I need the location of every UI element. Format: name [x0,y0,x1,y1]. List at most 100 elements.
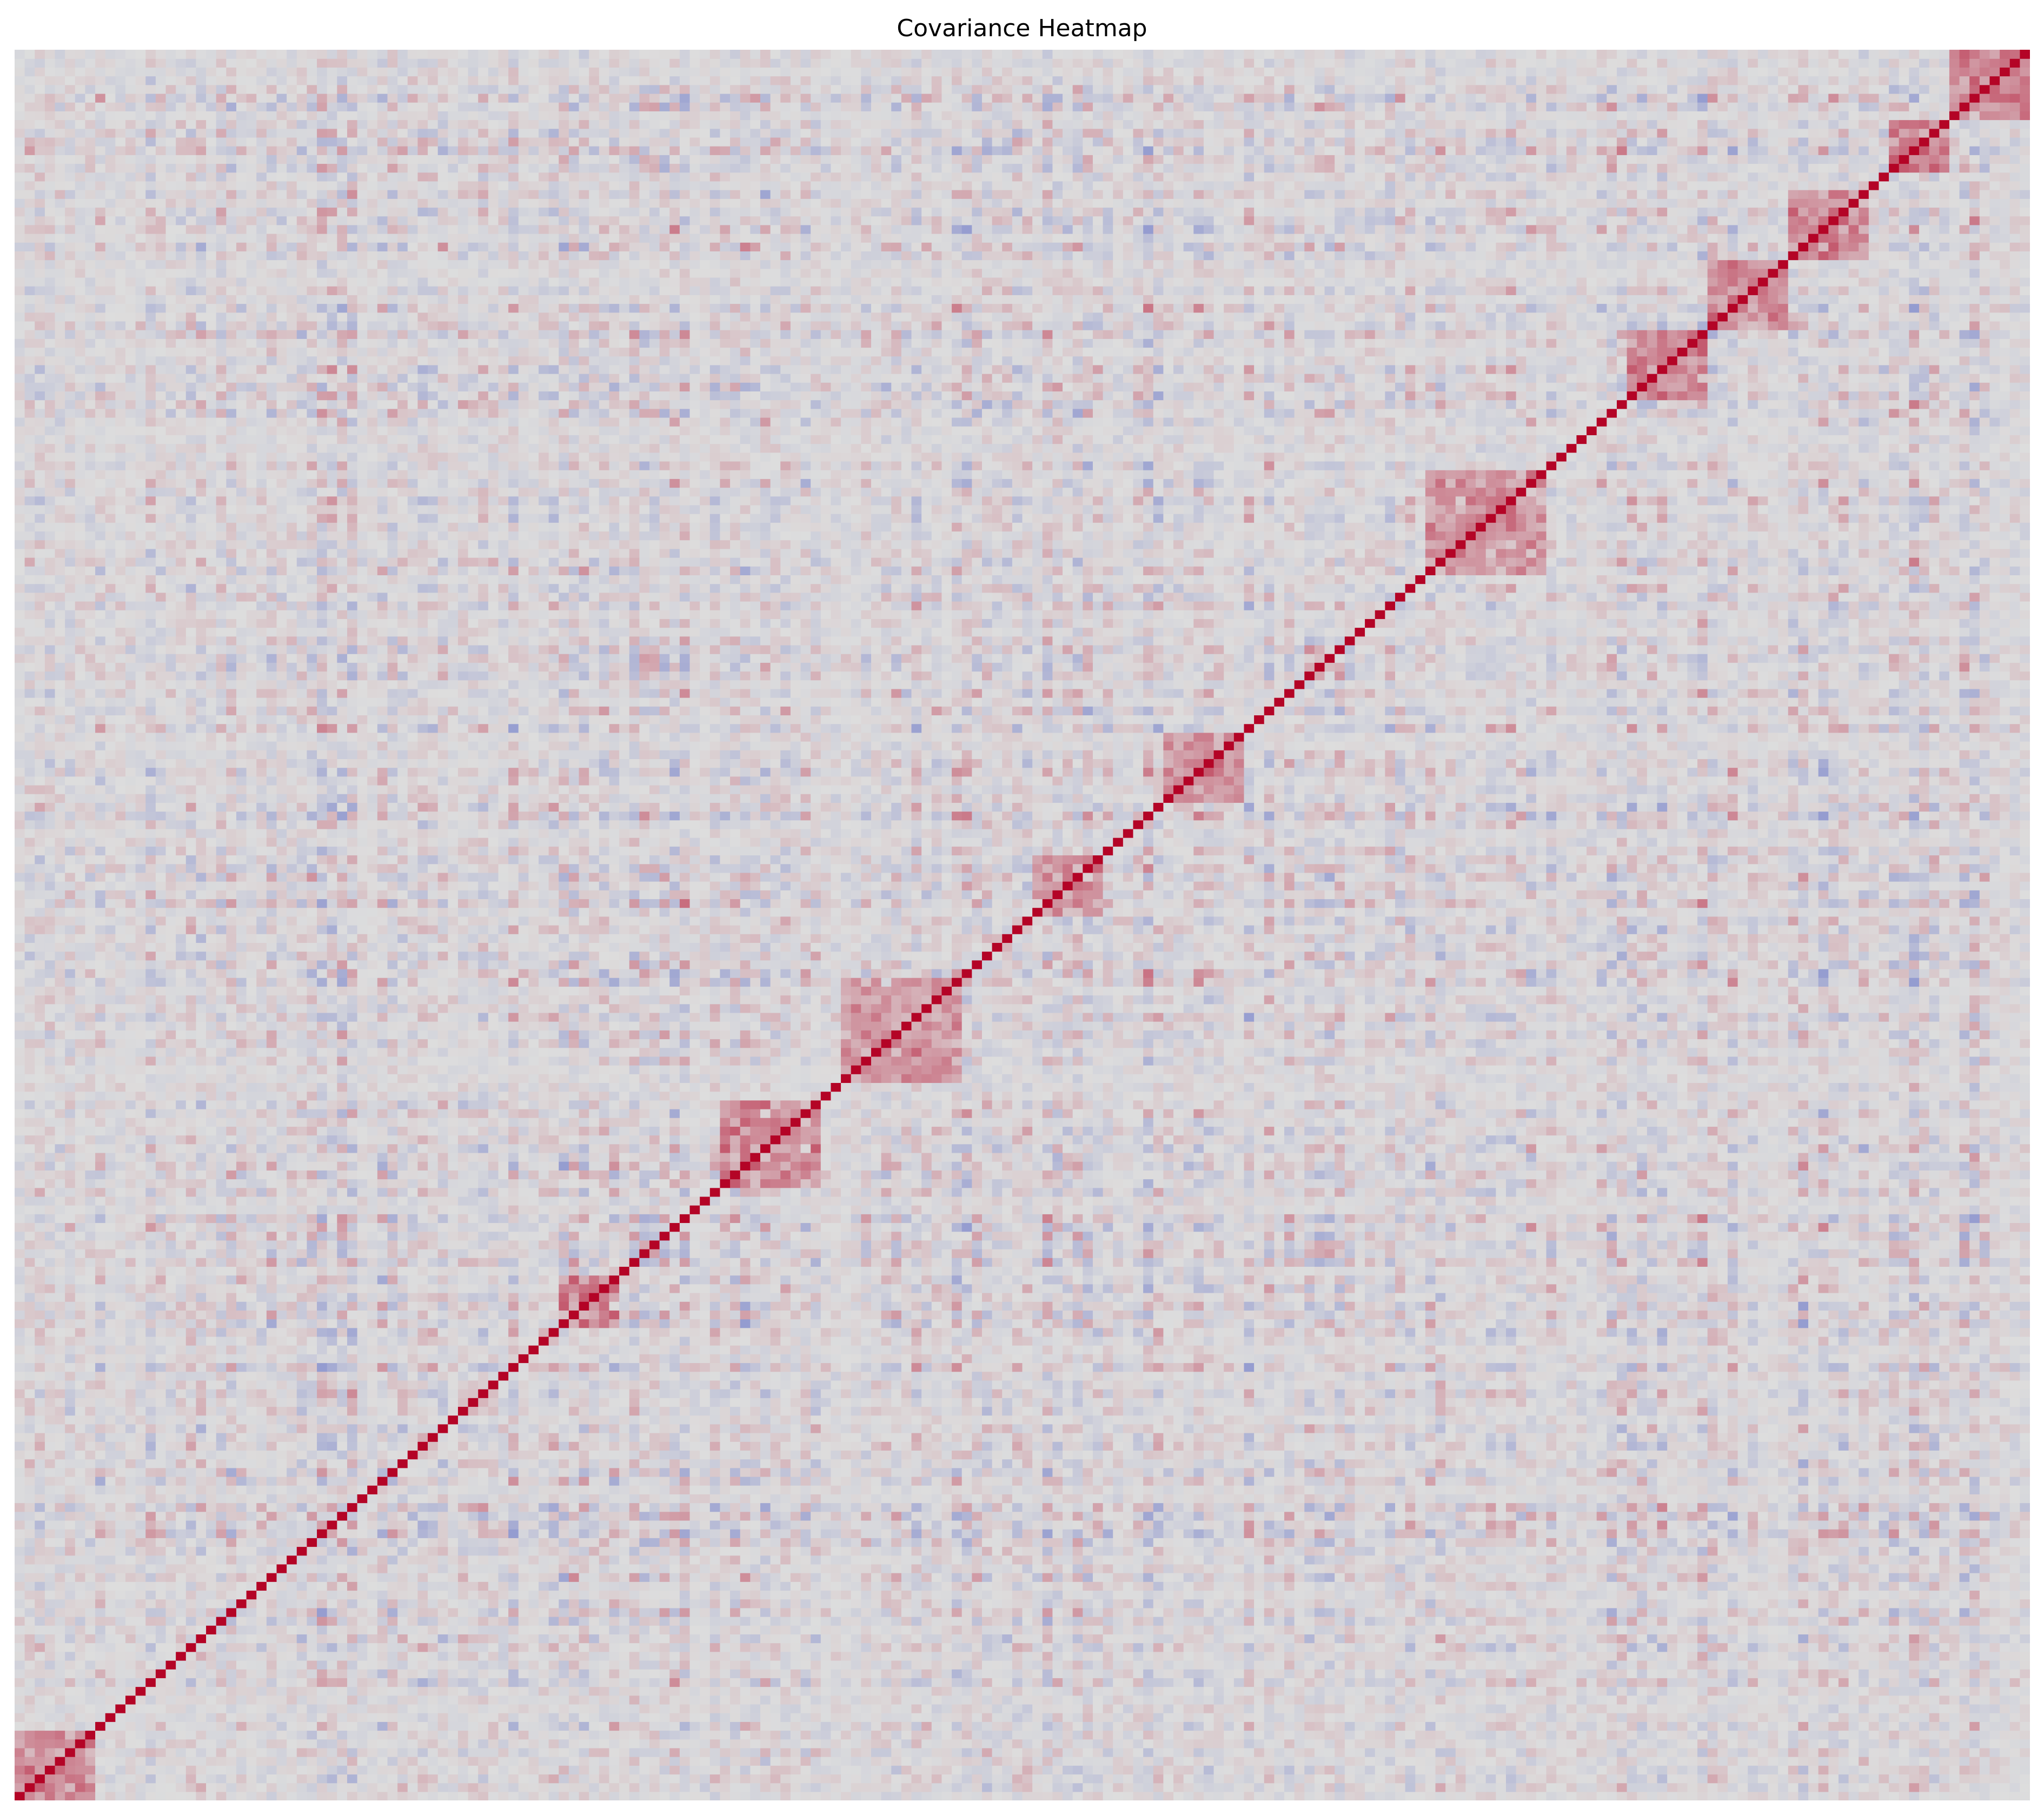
heatmap-cell [1133,1687,1143,1696]
heatmap-cell [1425,1713,1436,1722]
heatmap-cell [760,1625,771,1634]
heatmap-cell [901,1687,912,1696]
heatmap-cell [1043,1713,1053,1722]
heatmap-cell [1295,1748,1305,1757]
heatmap-cell [1365,1783,1375,1792]
heatmap-cell [1486,1652,1496,1661]
heatmap-cell [1395,1704,1405,1713]
heatmap-cell [1234,1660,1244,1670]
heatmap-cell [821,1765,831,1774]
heatmap-cell [186,1660,196,1670]
heatmap-cell [821,1730,831,1739]
heatmap-cell [1405,1669,1416,1678]
heatmap-cell [1849,1696,1859,1705]
heatmap-cell [287,1783,297,1792]
heatmap-cell [15,1660,25,1670]
heatmap-cell [1173,1696,1184,1705]
heatmap-cell [1385,1748,1395,1757]
heatmap-cell [1476,1625,1486,1634]
heatmap-cell [1456,1687,1466,1696]
heatmap-cell [972,1669,982,1678]
heatmap-cell [1254,1687,1264,1696]
heatmap-cell [327,1713,337,1722]
heatmap-cell [861,1678,871,1687]
heatmap-cell [1828,1713,1839,1722]
heatmap-cell [760,1634,771,1643]
heatmap-cell [1929,1617,1940,1626]
heatmap-cell [216,1783,227,1792]
heatmap-cell [1980,1739,1990,1748]
heatmap-cell [649,1608,660,1617]
heatmap-cell [750,1783,760,1792]
heatmap-cell [196,1774,206,1783]
heatmap-cell [397,1608,408,1617]
heatmap-cell [1335,1730,1345,1739]
heatmap-cell [1173,1721,1184,1731]
heatmap-cell [1465,1774,1476,1783]
heatmap-cell [1960,1774,1970,1783]
heatmap-cell [1969,1739,1980,1748]
heatmap-cell [1244,1765,1254,1774]
heatmap-cell [55,1634,65,1643]
heatmap-cell [1939,1643,1949,1652]
heatmap-cell [408,1739,418,1748]
heatmap-cell [992,1757,1003,1766]
heatmap-cell [1728,1748,1738,1757]
heatmap-cell [1849,1625,1859,1634]
heatmap-cell [1083,1792,1093,1800]
heatmap-cell [740,1696,751,1705]
heatmap-cell [519,1765,529,1774]
heatmap-cell [1536,1783,1547,1792]
heatmap-cell [196,1757,206,1766]
heatmap-cell [1697,1652,1708,1661]
heatmap-cell [801,1625,811,1634]
heatmap-cell [982,1643,992,1652]
heatmap-cell [186,1757,196,1766]
heatmap-cell [387,1739,397,1748]
heatmap-cell [1828,1783,1839,1792]
heatmap-cell [629,1617,640,1626]
heatmap-cell [891,1765,901,1774]
heatmap-cell [1708,1634,1718,1643]
heatmap-cell [1969,1634,1980,1643]
heatmap-cell [841,1730,851,1739]
heatmap-cell [1023,1713,1033,1722]
heatmap-cell [1274,1748,1284,1757]
heatmap-cell [145,1757,156,1766]
heatmap-cell [972,1721,982,1731]
heatmap-cell [1445,1748,1456,1757]
heatmap-cell [1355,1748,1365,1757]
heatmap-cell [1889,1757,1899,1766]
heatmap-cell [1103,1625,1113,1634]
heatmap-cell [1677,1660,1688,1670]
heatmap-cell [1768,1660,1778,1670]
heatmap-cell [2010,1652,2020,1661]
heatmap-cell [397,1625,408,1634]
heatmap-cell [1264,1783,1275,1792]
heatmap-cell [1214,1792,1224,1800]
heatmap-cell [1778,1625,1788,1634]
heatmap-cell [417,1643,428,1652]
heatmap-cell [871,1660,881,1670]
heatmap-cell [1909,1739,1919,1748]
heatmap-cell [740,1634,751,1643]
heatmap-cell [1526,1669,1536,1678]
heatmap-cell [730,1660,740,1670]
heatmap-cell [1244,1678,1254,1687]
heatmap-cell [35,1730,45,1739]
heatmap-cell [287,1643,297,1652]
heatmap-cell [1365,1617,1375,1626]
heatmap-cell [669,1687,680,1696]
heatmap-cell [1717,1774,1728,1783]
heatmap-cell [730,1748,740,1757]
heatmap-cell [1516,1617,1527,1626]
heatmap-cell [1567,1774,1577,1783]
heatmap-cell [599,1696,609,1705]
heatmap-cell [1083,1696,1093,1705]
heatmap-cell [1567,1730,1577,1739]
heatmap-cell [1465,1748,1476,1757]
heatmap-cell [1486,1687,1496,1696]
heatmap-cell [680,1730,690,1739]
heatmap-cell [1567,1757,1577,1766]
heatmap-cell [357,1608,368,1617]
